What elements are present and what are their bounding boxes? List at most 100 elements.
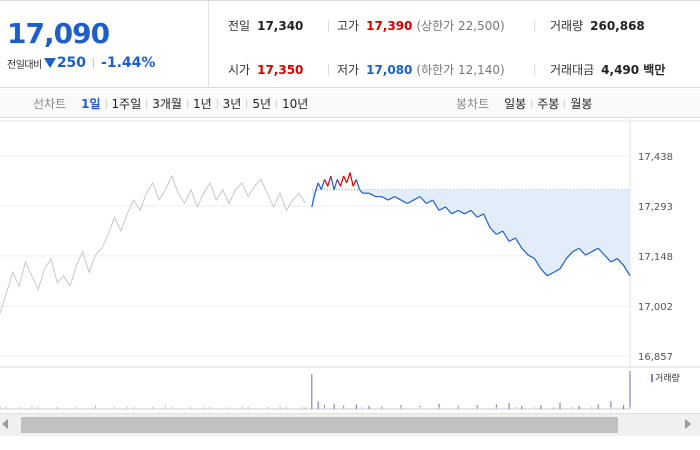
y-tick-label: 17,293	[638, 202, 673, 213]
today-price-segment	[406, 199, 414, 205]
y-tick-label: 17,148	[638, 252, 673, 263]
y-tick-label: 17,438	[638, 152, 673, 163]
today-price-segment	[320, 179, 326, 190]
change-label: 전일대비	[7, 59, 42, 71]
line-chart-tabs: 선차트 1일 1주일 3개월 1년 3년 5년 10년	[33, 89, 313, 118]
today-price-segment	[333, 179, 338, 190]
down-triangle-icon	[43, 58, 56, 68]
today-price-segment	[317, 182, 322, 190]
today-price-segment	[432, 199, 440, 211]
today-price-segment	[426, 199, 434, 205]
today-price-segment	[508, 237, 516, 242]
today-price-segment	[489, 227, 497, 235]
today-price-segment	[540, 268, 548, 277]
scroll-left-arrow-icon[interactable]	[2, 419, 8, 429]
divider	[534, 20, 535, 32]
divider	[105, 98, 107, 109]
stat-volume: 거래량 260,868	[550, 18, 645, 34]
stat-open: 시가 17,350	[228, 62, 304, 78]
today-price-segment	[597, 247, 605, 256]
stat-low: 저가 17,080 (하한가 12,140)	[337, 62, 505, 78]
price-summary: 17,090 전일대비 250 -1.44% 전일 17,340 고가 17,3…	[0, 0, 700, 88]
stat-prev-close: 전일 17,340	[228, 18, 304, 34]
tab-3y[interactable]: 3년	[222, 97, 242, 111]
today-price-segment	[534, 258, 542, 270]
divider	[534, 64, 535, 76]
prev-day-price-line	[0, 174, 306, 314]
today-price-segment	[400, 199, 408, 205]
today-price-segment	[457, 209, 465, 215]
price-change: 전일대비 250 -1.44%	[7, 55, 155, 71]
today-price-segment	[521, 247, 529, 256]
today-price-segment	[438, 206, 446, 211]
divider	[186, 98, 188, 109]
today-price-segment	[502, 230, 510, 242]
candle-chart-label: 봉차트	[456, 97, 490, 111]
divider	[146, 98, 148, 109]
tab-daily-candle[interactable]: 일봉	[504, 97, 527, 111]
today-price-segment	[565, 251, 574, 259]
today-price-segment	[330, 175, 335, 190]
today-price-segment	[336, 179, 341, 187]
today-price-segment	[546, 271, 554, 277]
today-price-segment	[616, 258, 625, 266]
today-price-segment	[394, 196, 402, 201]
divider	[93, 57, 95, 69]
tab-5y[interactable]: 5년	[252, 97, 272, 111]
y-tick-label: 17,002	[638, 302, 673, 313]
today-price-segment	[559, 258, 567, 270]
tab-1y[interactable]: 1년	[192, 97, 212, 111]
today-price-segment	[496, 230, 504, 236]
today-price-segment	[311, 193, 316, 208]
divider	[564, 98, 566, 109]
today-price-segment	[470, 209, 478, 218]
below-reference-fill	[311, 189, 630, 276]
stat-trade-value: 거래대금 4,490 백만	[550, 63, 666, 77]
today-price-segment	[451, 209, 459, 215]
today-price-segment	[349, 172, 354, 187]
scroll-right-arrow-icon[interactable]	[685, 419, 691, 429]
tab-weekly-candle[interactable]: 주봉	[537, 97, 560, 111]
current-price: 17,090	[7, 17, 110, 50]
today-price-segment	[445, 206, 453, 215]
change-amount: 250	[56, 55, 87, 71]
today-price-segment	[623, 265, 631, 277]
today-price-segment	[578, 247, 586, 256]
current-price-box: 17,090 전일대비 250 -1.44%	[0, 1, 209, 88]
divider	[216, 98, 218, 109]
today-price-segment	[610, 258, 618, 263]
today-price-segment	[572, 247, 580, 253]
tab-1w[interactable]: 1주일	[111, 97, 142, 111]
divider	[328, 20, 329, 32]
tab-3m[interactable]: 3개월	[152, 97, 182, 111]
divider	[328, 64, 329, 76]
today-price-segment	[339, 175, 345, 187]
scrollbar-thumb[interactable]	[21, 417, 618, 433]
divider	[531, 98, 533, 109]
today-price-segment	[346, 172, 351, 184]
line-chart-label: 선차트	[33, 97, 67, 111]
stat-high: 고가 17,390 (상한가 22,500)	[337, 18, 505, 34]
chart-scrollbar[interactable]	[0, 413, 700, 436]
today-price-segment	[419, 196, 427, 204]
tab-1d[interactable]: 1일	[81, 97, 101, 111]
divider	[276, 98, 278, 109]
divider	[246, 98, 248, 109]
price-chart: 17,438 17,293 17,148 17,002 16,857 거래량	[0, 119, 700, 450]
today-price-segment	[381, 196, 389, 201]
today-price-segment	[483, 213, 491, 228]
today-price-segment	[327, 175, 332, 187]
today-price-segment	[314, 182, 319, 194]
volume-legend: 거래량	[655, 372, 680, 384]
tab-10y[interactable]: 10년	[282, 97, 309, 111]
today-price-segment	[527, 254, 535, 260]
today-price-segment	[355, 179, 361, 190]
today-price-segment	[553, 268, 561, 273]
price-chart-svg: 17,438 17,293 17,148 17,002 16,857 거래량	[0, 119, 700, 410]
tab-monthly-candle[interactable]: 월봉	[570, 97, 593, 111]
today-price-segment	[591, 247, 599, 253]
volume-legend-swatch	[651, 374, 653, 382]
today-price-segment	[359, 189, 364, 194]
today-price-segment	[476, 213, 484, 218]
today-price-segment	[343, 175, 348, 184]
